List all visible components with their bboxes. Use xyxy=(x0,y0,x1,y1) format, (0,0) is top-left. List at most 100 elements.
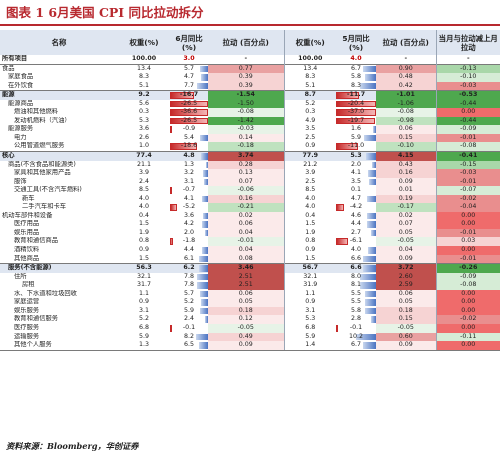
row-name: 运输服务 xyxy=(14,332,40,340)
yoy-bar xyxy=(362,65,376,73)
yoy-bar xyxy=(360,273,376,281)
weight-may: 2.5 xyxy=(283,177,336,187)
yoy-bar xyxy=(359,82,376,90)
yoy-bar xyxy=(363,255,376,263)
yoy-value: 6.2 xyxy=(183,264,195,272)
pull-may: - xyxy=(376,55,436,65)
table-row: 住所 32.1 7.8 2.51 32.1 8.0 2.60 -0.09 xyxy=(0,272,500,282)
delta: -0.41 xyxy=(435,151,500,161)
pull-may: 0.15 xyxy=(376,315,436,324)
pull-jun: 2.51 xyxy=(208,272,284,282)
delta: -0.26 xyxy=(435,263,500,273)
yoy-may: 4.7 xyxy=(336,195,376,204)
yoy-may: 2.8 xyxy=(336,315,376,324)
weight-may: 77.9 xyxy=(283,151,336,161)
weight-may: 1.1 xyxy=(283,289,336,299)
delta: -0.11 xyxy=(435,332,500,342)
weight-may: 2.5 xyxy=(283,133,336,143)
yoy-may: -11.7 xyxy=(336,90,376,100)
yoy-value: 2.4 xyxy=(183,315,194,323)
yoy-bar xyxy=(362,342,376,349)
yoy-may: -4.2 xyxy=(336,203,376,212)
row-name: 水、下水道和垃圾回收 xyxy=(14,289,77,297)
pull-jun: -0.05 xyxy=(208,323,284,333)
pull-jun: 0.18 xyxy=(208,306,284,316)
delta: -0.13 xyxy=(435,63,500,74)
table-row: 其他个人服务 1.3 6.5 0.09 1.4 6.7 0.09 0.00 xyxy=(0,341,500,351)
weight-may: 0.4 xyxy=(283,211,336,221)
table-row: 水、下水道和垃圾回收 1.1 5.7 0.06 1.1 5.5 0.06 0.00 xyxy=(0,289,500,299)
weight-may: 0.9 xyxy=(283,298,336,307)
pull-may: 2.59 xyxy=(376,281,436,290)
pull-may: 4.15 xyxy=(376,151,436,161)
delta: -0.44 xyxy=(435,116,500,126)
yoy-may: 5.8 xyxy=(336,307,376,316)
table-row: 公用管道燃气服务 1.0 -18.6 -0.18 0.9 -11.0 -0.10 -0.08 xyxy=(0,142,500,152)
weight-jun: 3.9 xyxy=(138,169,149,177)
row-name: 其他个人服务 xyxy=(0,341,118,351)
yoy-jun: 7.8 xyxy=(170,281,208,290)
yoy-may: 8.3 xyxy=(336,82,376,91)
yoy-bar xyxy=(372,161,376,169)
yoy-may: 2.0 xyxy=(336,161,376,170)
pull-jun: 0.28 xyxy=(208,160,284,170)
yoy-value: 5.7 xyxy=(183,64,194,72)
pull-may: -0.08 xyxy=(376,108,436,117)
table-row: 运输服务 5.9 8.2 0.49 5.9 10.2 0.60 -0.11 xyxy=(0,332,500,342)
row-name: 娱乐服务 xyxy=(14,306,40,314)
header-yoy-jun: 6月同比 (%) xyxy=(170,30,208,55)
pull-may: -1.06 xyxy=(376,99,436,109)
weight-may: 1.9 xyxy=(283,228,336,238)
table-row: 医疗服务 6.8 -0.1 -0.05 6.8 -0.1 -0.05 0.00 xyxy=(0,323,500,333)
pull-may: 3.72 xyxy=(376,263,436,273)
yoy-may: 5.5 xyxy=(336,298,376,307)
yoy-jun: 4.4 xyxy=(170,246,208,255)
yoy-bar xyxy=(336,92,359,99)
row-name: 住所 xyxy=(14,272,27,280)
weight-may: 5.3 xyxy=(283,315,336,324)
yoy-bar xyxy=(336,238,348,246)
yoy-may: 4.4 xyxy=(336,220,376,229)
pull-may: 2.60 xyxy=(376,272,436,282)
yoy-value: 3.5 xyxy=(350,177,361,185)
yoy-bar xyxy=(336,204,345,211)
yoy-may: 1.6 xyxy=(336,125,376,134)
pull-may: 0.42 xyxy=(376,81,436,91)
delta: -0.44 xyxy=(435,99,500,109)
yoy-bar xyxy=(170,324,172,332)
yoy-value: -0.1 xyxy=(349,323,363,331)
row-name: 其他商品 xyxy=(14,254,40,262)
weight-may: 0.8 xyxy=(283,237,336,247)
yoy-jun: 6.5 xyxy=(170,341,208,351)
yoy-may: 5.5 xyxy=(336,290,376,299)
weight-jun: 1.3 xyxy=(118,341,170,351)
yoy-value: -0.9 xyxy=(182,125,196,133)
row-name: 新车 xyxy=(22,194,35,202)
yoy-bar xyxy=(206,161,208,169)
header-yoy-may: 5月同比 (%) xyxy=(336,30,376,55)
yoy-value: 2.7 xyxy=(350,228,361,236)
yoy-may: 5.9 xyxy=(336,134,376,143)
weight-jun: 77.4 xyxy=(118,151,170,161)
row-name: 核心 xyxy=(0,151,118,161)
pull-jun: 3.46 xyxy=(208,263,284,273)
delta: - xyxy=(435,55,500,65)
table-row: 房租 31.7 7.8 2.51 31.9 8.1 2.59 -0.08 xyxy=(0,281,500,290)
row-name: 家具和其他家用产品 xyxy=(14,169,71,177)
yoy-value: -11.0 xyxy=(347,142,365,150)
table-row: 燃油和其他燃料 0.3 -36.6 -0.08 0.3 -37.0 -0.08 0.00 xyxy=(0,108,500,117)
figure-title: 图表 1 6月美国 CPI 同比拉动拆分 xyxy=(6,5,204,20)
yoy-value: 3.6 xyxy=(183,211,194,219)
delta: 0.03 xyxy=(435,237,500,247)
pull-may: 0.09 xyxy=(376,254,436,264)
row-name: 医疗服务 xyxy=(14,323,40,331)
weight-jun: 2.4 xyxy=(138,177,149,185)
yoy-bar xyxy=(199,307,208,315)
weight-may: 1.4 xyxy=(283,341,336,351)
yoy-bar xyxy=(370,229,376,237)
table-row: 医疗用品 1.5 4.2 0.06 1.5 4.4 0.07 0.00 xyxy=(0,220,500,229)
yoy-bar xyxy=(198,342,208,349)
weight-jun: 32.1 xyxy=(136,272,152,280)
yoy-value: 6.6 xyxy=(350,254,361,262)
weight-jun: 9.2 xyxy=(118,90,170,100)
